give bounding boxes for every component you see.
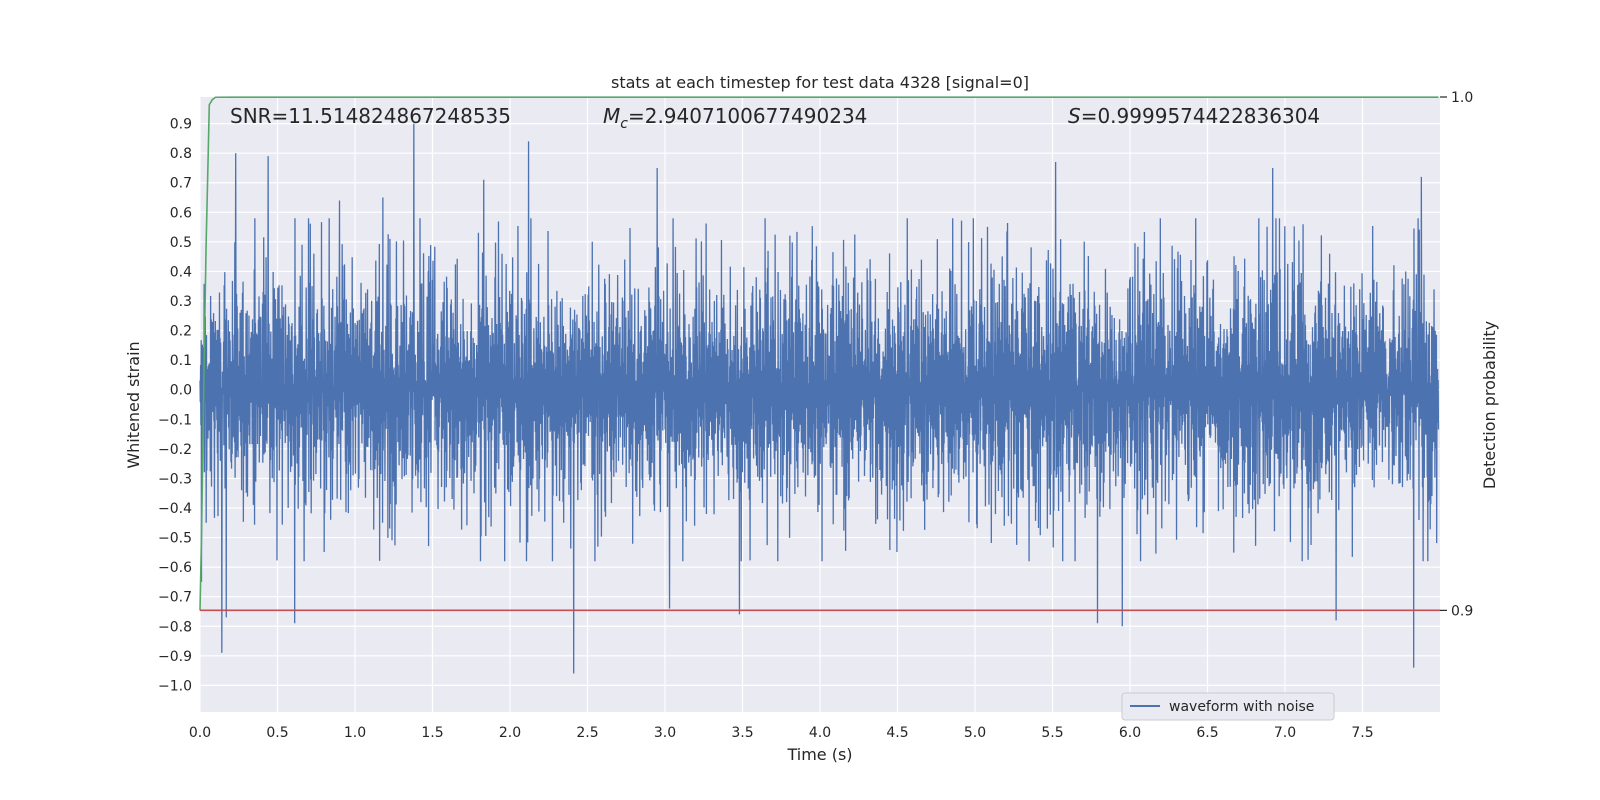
y-tick-label: 0.8 [170, 146, 192, 162]
x-tick-label: 2.0 [499, 725, 521, 741]
y-tick-label: −0.6 [158, 560, 192, 576]
chart-title: stats at each timestep for test data 432… [611, 73, 1029, 92]
x-tick-labels: 0.0 0.5 1.0 1.5 2.0 2.5 3.0 3.5 4.0 4.5 5.0 5.5 6.0 6… [189, 725, 1374, 741]
x-tick-label: 7.0 [1274, 725, 1296, 741]
x-tick-label: 6.5 [1196, 725, 1218, 741]
y-tick-label: −0.3 [158, 471, 192, 487]
legend-label-waveform: waveform with noise [1169, 699, 1314, 715]
x-tick-label: 2.5 [576, 725, 598, 741]
y-tick-label: −0.7 [158, 590, 192, 606]
y-right-axis-label: Detection probability [1480, 321, 1499, 489]
y-right-tick-labels: 1.0 0.9 [1440, 90, 1473, 619]
y-tick-label: 0.1 [170, 353, 192, 369]
y-right-tick-label: 1.0 [1451, 90, 1473, 106]
waveform-series-line [199, 123, 1440, 674]
x-axis-label: Time (s) [786, 745, 852, 764]
y-tick-label: −0.4 [158, 501, 192, 517]
y-tick-label: −0.5 [158, 531, 192, 547]
legend-box [1121, 692, 1335, 721]
detection-probability-line [199, 96, 1439, 611]
y-tick-label: 0.2 [170, 324, 192, 340]
y-tick-label: −0.9 [158, 649, 192, 665]
y-tick-label: 0.9 [170, 117, 192, 133]
x-tick-label: 1.5 [421, 725, 443, 741]
y-tick-label: 0.6 [170, 205, 192, 221]
x-tick-label: 1.0 [344, 725, 366, 741]
y-tick-label: 0.0 [170, 383, 192, 399]
x-tick-label: 0.0 [189, 725, 211, 741]
x-tick-label: 5.5 [1041, 725, 1063, 741]
score-annotation: S=0.9999574422836304 [1068, 104, 1320, 128]
x-tick-label: 4.0 [809, 725, 831, 741]
x-tick-label: 0.5 [266, 725, 288, 741]
y-tick-label: −0.8 [158, 619, 192, 635]
series-layer [199, 96, 1440, 674]
y-axis-label: Whitened strain [124, 341, 143, 468]
y-tick-label: −0.1 [158, 412, 192, 428]
y-right-tick-label: 0.9 [1451, 603, 1473, 619]
y-tick-label: 0.5 [170, 235, 192, 251]
y-tick-label: −1.0 [158, 678, 192, 694]
x-tick-label: 6.0 [1119, 725, 1141, 741]
x-tick-label: 3.5 [731, 725, 753, 741]
x-tick-label: 3.0 [654, 725, 676, 741]
y-tick-label: −0.2 [158, 442, 192, 458]
x-tick-label: 5.0 [964, 725, 986, 741]
y-tick-labels: 0.9 0.8 0.7 0.6 0.5 0.4 0.3 0.2 0.1 0.0 −0.1 −0.2 −0… [158, 117, 192, 695]
y-tick-label: 0.3 [170, 294, 192, 310]
x-tick-label: 4.5 [886, 725, 908, 741]
x-tick-label: 7.5 [1351, 725, 1373, 741]
chirp-mass-annotation: Mc=2.9407100677490234 [603, 104, 867, 132]
snr-annotation: SNR=11.514824867248535 [230, 104, 511, 128]
y-tick-label: 0.7 [170, 176, 192, 192]
y-tick-label: 0.4 [170, 264, 192, 280]
legend: waveform with noise [1121, 692, 1335, 721]
